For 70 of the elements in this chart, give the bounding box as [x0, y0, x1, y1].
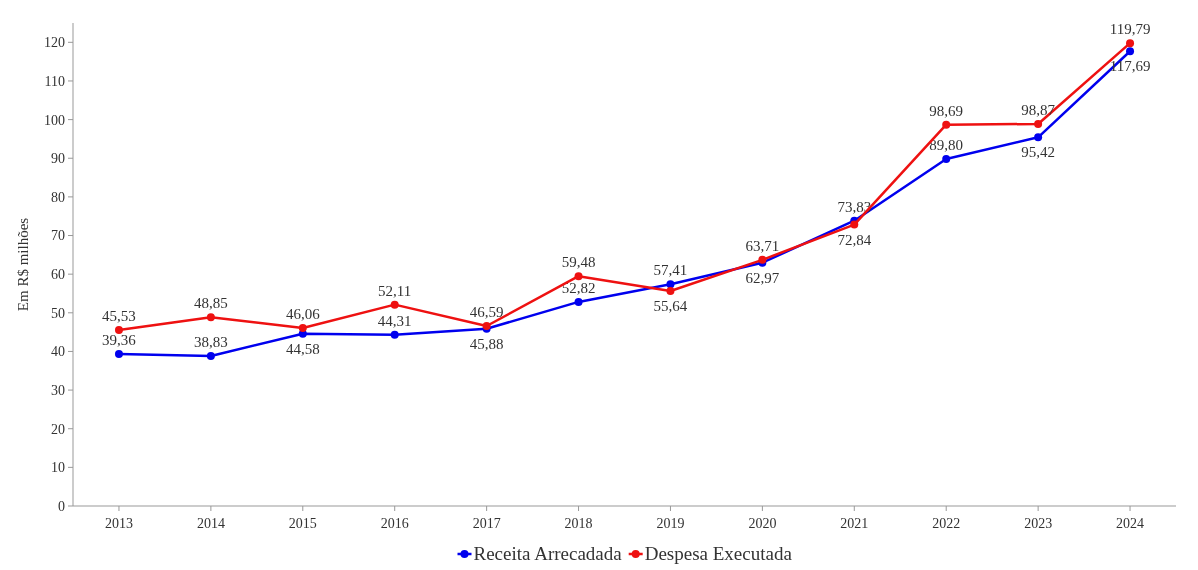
x-tick-label: 2016 [380, 516, 409, 531]
data-label: 46,06 [285, 306, 321, 323]
point [1034, 119, 1043, 128]
y-tick-label: 30 [51, 382, 65, 398]
data-label: 57,41 [653, 262, 688, 279]
point [574, 272, 583, 281]
point [114, 349, 123, 358]
data-label: 52,82 [561, 279, 596, 296]
data-label: 73,83 [837, 198, 872, 215]
data-label: 45,53 [102, 308, 136, 325]
x-tick-label: 2024 [1116, 516, 1145, 531]
x-tick-label: 2013 [104, 516, 133, 531]
y-tick-label: 90 [51, 151, 65, 167]
x-tick-label: 2023 [1024, 516, 1053, 531]
point [298, 324, 307, 333]
x-tick-label: 2017 [472, 516, 501, 531]
x-tick-label: 2020 [748, 516, 777, 531]
point [666, 287, 675, 296]
x-tick-label: 2018 [564, 516, 593, 531]
data-label: 48,85 [194, 295, 228, 312]
point [942, 120, 951, 129]
data-label: 117,69 [1109, 58, 1151, 75]
data-label: 52,11 [378, 282, 412, 299]
point [1034, 133, 1043, 142]
x-tick-label: 2014 [196, 516, 225, 531]
legend-label: Receita Arrecadada [473, 543, 623, 564]
data-label: 62,97 [745, 269, 780, 286]
legend-label: Despesa Executada [644, 543, 793, 564]
data-label: 63,71 [745, 237, 780, 254]
point [1126, 47, 1135, 56]
data-label: 55,64 [653, 298, 688, 315]
point [942, 155, 951, 164]
y-tick-label: 10 [51, 460, 65, 476]
point [114, 326, 123, 335]
point [206, 351, 215, 360]
data-label: 44,31 [377, 312, 412, 329]
point [666, 280, 675, 289]
y-tick-label: 20 [51, 421, 65, 437]
point [390, 300, 399, 309]
point [850, 220, 859, 229]
x-tick-label: 2022 [932, 516, 961, 531]
y-axis-title: Em R$ milhões [15, 217, 31, 312]
x-tick-label: 2019 [656, 516, 685, 531]
data-label: 119,79 [1109, 21, 1151, 38]
y-tick-label: 40 [51, 344, 65, 360]
data-label: 46,59 [469, 303, 504, 320]
y-tick-label: 60 [51, 267, 65, 283]
y-tick-label: 80 [51, 189, 65, 205]
data-label: 72,84 [837, 231, 872, 248]
y-tick-label: 110 [44, 73, 65, 89]
point [1126, 39, 1135, 48]
x-tick-label: 2015 [288, 516, 317, 531]
y-tick-label: 70 [51, 228, 65, 244]
data-label: 44,58 [285, 340, 320, 357]
data-label: 45,88 [469, 335, 504, 352]
data-label: 59,48 [561, 254, 596, 271]
data-label: 38,83 [194, 333, 228, 350]
data-label: 98,87 [1021, 101, 1056, 118]
data-label: 95,42 [1021, 144, 1055, 161]
y-tick-label: 50 [51, 305, 65, 321]
point [390, 330, 399, 339]
data-label: 89,80 [929, 137, 964, 154]
data-label: 39,36 [102, 331, 137, 348]
y-tick-label: 0 [58, 498, 65, 514]
point [206, 313, 215, 322]
data-label: 98,69 [929, 102, 964, 119]
point [574, 297, 583, 306]
y-tick-label: 100 [44, 112, 65, 128]
x-tick-label: 2021 [840, 516, 869, 531]
y-tick-label: 120 [44, 35, 65, 51]
